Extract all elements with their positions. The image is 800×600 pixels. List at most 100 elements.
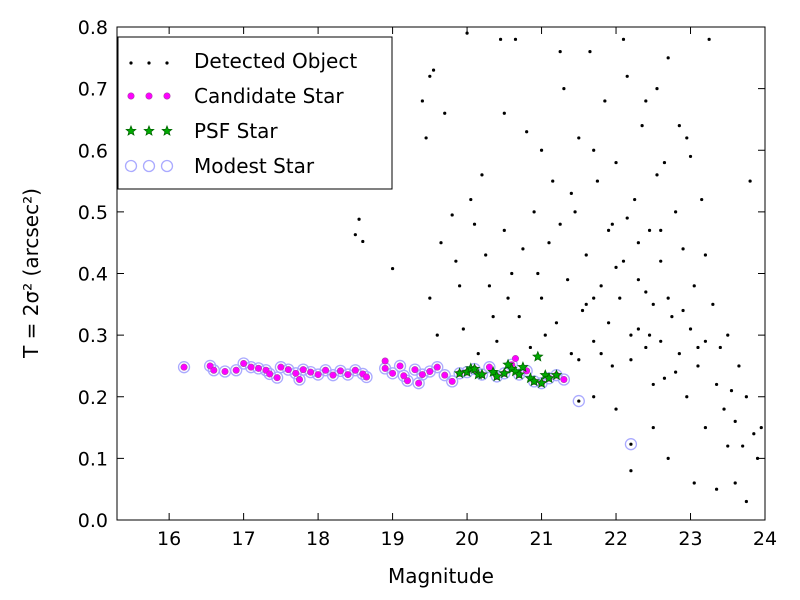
detected-object-point: [636, 241, 640, 245]
detected-object-point: [733, 481, 737, 485]
detected-object-point: [592, 296, 596, 300]
legend-label-detected: Detected Object: [194, 49, 357, 73]
detected-object-point: [621, 259, 626, 263]
legend-marker: [129, 61, 133, 65]
detected-object-point: [714, 382, 719, 387]
y-tick-label: 0.4: [78, 264, 108, 286]
detected-object-point: [629, 469, 633, 473]
candidate-star-point: [322, 366, 330, 374]
modest-star-point: [386, 367, 399, 380]
detected-object-point: [692, 481, 696, 485]
detected-object-point: [502, 228, 506, 232]
detected-object-point: [681, 247, 685, 251]
detected-object-point: [674, 370, 678, 374]
candidate-star-point: [329, 371, 337, 379]
detected-object-point: [599, 352, 603, 356]
detected-object-point: [435, 333, 439, 337]
psf-star-point: [468, 362, 481, 374]
modest-star-point: [557, 373, 571, 386]
candidate-star-point: [307, 368, 315, 376]
detected-object-point: [424, 136, 428, 140]
detected-object-point: [431, 68, 436, 72]
plot-marks: [177, 31, 763, 504]
candidate-star-point: [411, 366, 419, 374]
detected-object-point: [547, 241, 551, 245]
candidate-star-point: [381, 357, 389, 365]
legend-marker: [143, 124, 155, 136]
candidate-star-point: [314, 371, 322, 379]
y-tick-label: 0.8: [78, 17, 108, 39]
modest-star-point: [401, 374, 414, 387]
detected-object-point: [577, 136, 581, 140]
detected-object-point: [606, 321, 611, 325]
detected-object-point: [592, 148, 596, 152]
detected-object-point: [539, 296, 544, 300]
detected-object-point: [666, 456, 670, 460]
detected-object-point: [614, 160, 618, 165]
candidate-star-point: [284, 366, 292, 374]
detected-object-point: [629, 358, 633, 362]
x-tick-label: 22: [604, 528, 628, 550]
modest-star-point: [237, 357, 250, 370]
detected-object-point: [696, 364, 700, 368]
psf-star-point: [535, 377, 548, 389]
detected-object-point: [759, 425, 763, 430]
detected-object-point: [711, 302, 715, 306]
y-tick-label: 0.5: [78, 202, 108, 224]
detected-object-point: [647, 228, 652, 232]
legend-marker-circle-magenta: [127, 92, 171, 100]
detected-object-point: [629, 333, 633, 337]
legend-marker-star-green: [125, 124, 173, 136]
detected-object-point: [614, 407, 618, 411]
modest-star-point: [230, 364, 243, 377]
detected-object-point: [517, 315, 521, 319]
detected-object-point: [703, 339, 708, 343]
detected-object-point: [688, 327, 693, 331]
detected-object-point: [599, 284, 603, 288]
candidate-star-point: [400, 372, 408, 380]
y-tick-label: 0.3: [78, 325, 108, 347]
legend-marker-dot: [129, 61, 169, 65]
detected-object-point: [502, 111, 506, 115]
candidate-star-point: [180, 363, 188, 371]
psf-star-point: [476, 368, 488, 380]
detected-object-point: [703, 425, 708, 430]
detected-object-point: [618, 296, 622, 300]
detected-object-point: [651, 302, 655, 306]
detected-object-point: [539, 148, 544, 152]
detected-object-point: [487, 284, 492, 288]
detected-object-point: [428, 74, 432, 78]
legend-marker: [142, 159, 156, 173]
x-tick-label: 21: [529, 528, 553, 550]
detected-object-point: [577, 399, 581, 403]
detected-object-point: [353, 233, 357, 237]
detected-object-point: [610, 222, 614, 226]
detected-object-point: [506, 296, 510, 300]
x-tick-label: 16: [157, 528, 181, 550]
detected-object-point: [510, 271, 514, 276]
x-tick-label: 20: [455, 528, 479, 550]
modest-star-point: [360, 370, 373, 384]
modest-star-point: [203, 359, 217, 373]
detected-object-point: [659, 259, 663, 263]
detected-object-point: [554, 321, 559, 325]
detected-object-point: [655, 173, 659, 177]
candidate-star-point: [221, 367, 229, 375]
detected-object-point: [636, 327, 640, 331]
candidate-star-point: [295, 375, 303, 383]
detected-object-point: [532, 210, 536, 214]
detected-object-point: [741, 444, 745, 448]
candidate-star-point: [363, 373, 371, 381]
detected-object-point: [748, 179, 752, 183]
detected-object-point: [573, 210, 577, 214]
detected-object-point: [677, 124, 681, 128]
detected-object-point: [685, 136, 689, 140]
legend: Detected Object Candidate Star PSF Star …: [117, 36, 393, 190]
detected-object-point: [357, 217, 361, 221]
detected-object-point: [636, 278, 640, 282]
psf-star-point: [487, 366, 499, 378]
detected-object-point: [621, 37, 626, 41]
legend-marker: [127, 92, 135, 100]
detected-object-point: [521, 247, 525, 251]
